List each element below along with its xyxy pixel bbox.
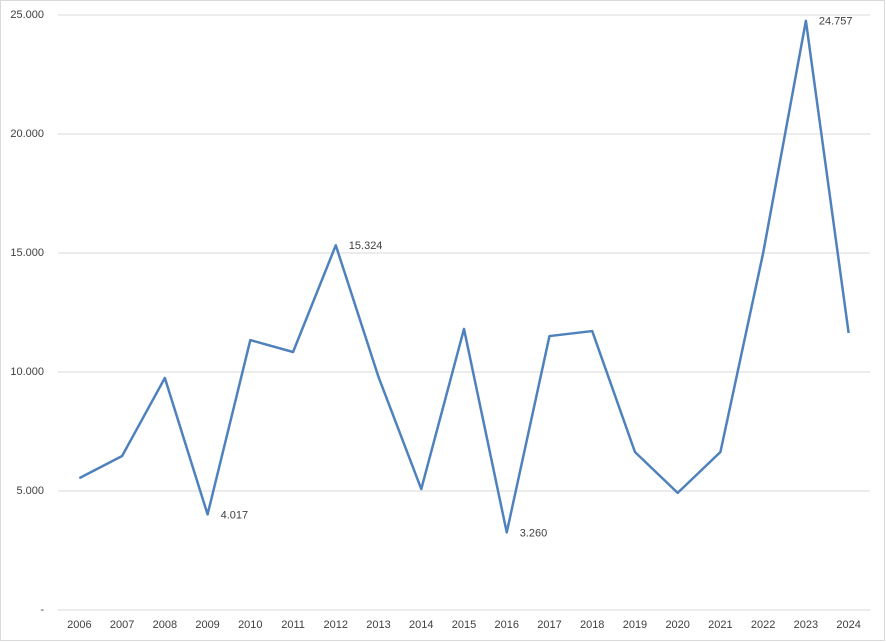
x-tick-label: 2010 — [238, 619, 262, 631]
y-tick-label: 20.000 — [10, 128, 44, 140]
y-tick-label: - — [40, 604, 44, 616]
x-tick-label: 2006 — [67, 619, 91, 631]
data-line — [78, 19, 850, 534]
data-label: 15.324 — [349, 240, 383, 252]
x-tick-label: 2022 — [751, 619, 775, 631]
x-tick-label: 2011 — [281, 619, 305, 631]
x-tick-label: 2019 — [623, 619, 647, 631]
data-label: 24.757 — [819, 16, 853, 28]
data-label: 4.017 — [221, 509, 249, 521]
x-tick-label: 2018 — [580, 619, 604, 631]
x-tick-label: 2020 — [665, 619, 689, 631]
x-tick-label: 2008 — [153, 619, 177, 631]
x-tick-label: 2007 — [110, 619, 134, 631]
y-tick-label: 5.000 — [16, 485, 44, 497]
x-tick-label: 2009 — [195, 619, 219, 631]
data-label: 3.260 — [520, 527, 548, 539]
x-tick-label: 2012 — [324, 619, 348, 631]
x-tick-label: 2015 — [452, 619, 476, 631]
x-tick-label: 2021 — [708, 619, 732, 631]
x-tick-label: 2013 — [366, 619, 390, 631]
x-tick-label: 2014 — [409, 619, 433, 631]
x-tick-label: 2024 — [836, 619, 860, 631]
y-tick-label: 25.000 — [10, 9, 44, 21]
x-tick-label: 2016 — [494, 619, 518, 631]
y-tick-label: 15.000 — [10, 247, 44, 259]
x-tick-label: 2017 — [537, 619, 561, 631]
x-tick-label: 2023 — [794, 619, 818, 631]
y-tick-label: 10.000 — [10, 366, 44, 378]
